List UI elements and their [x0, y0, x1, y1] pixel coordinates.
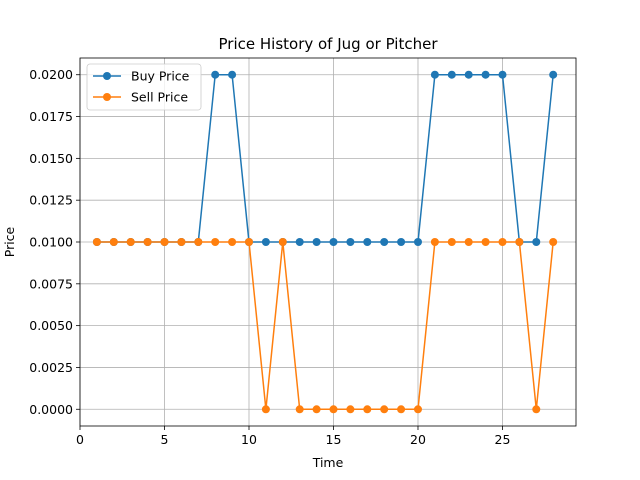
y-tick-label: 0.0075 [29, 276, 73, 291]
data-point [228, 70, 237, 79]
data-point [498, 238, 507, 246]
data-point [380, 238, 389, 246]
data-point [363, 238, 372, 246]
y-tick-label: 0.0050 [29, 318, 73, 333]
data-point [481, 70, 490, 79]
data-point [430, 70, 439, 79]
y-tick-label: 0.0175 [29, 109, 73, 124]
data-point [177, 238, 186, 246]
data-point [295, 238, 304, 246]
data-point [143, 238, 152, 246]
data-point [549, 238, 558, 246]
data-point [397, 405, 406, 414]
data-point [532, 405, 541, 414]
x-axis-label: Time [312, 455, 344, 470]
series-group [92, 70, 558, 414]
data-point [295, 405, 304, 414]
data-point [278, 238, 287, 246]
legend-marker [103, 93, 111, 101]
data-point [430, 238, 439, 246]
data-point [380, 405, 389, 414]
data-point [397, 238, 406, 246]
y-tick-label: 0.0200 [29, 67, 73, 82]
data-point [126, 238, 135, 246]
data-point [363, 405, 372, 414]
data-point [413, 238, 422, 246]
y-axis-ticks: 0.0000 0.0025 0.0050 0.0075 0.0100 0.0125 0.01… [29, 67, 80, 417]
series-sell-price [92, 238, 558, 414]
legend-marker [103, 72, 111, 80]
y-tick-label: 0.0125 [29, 193, 73, 208]
x-tick-label: 0 [76, 432, 84, 447]
y-tick-label: 0.0025 [29, 360, 73, 375]
data-point [532, 238, 541, 246]
data-point [194, 238, 203, 246]
data-point [464, 238, 473, 246]
x-tick-label: 5 [161, 432, 169, 447]
data-point [481, 238, 490, 246]
data-point [515, 238, 524, 246]
data-point [92, 238, 101, 246]
x-tick-label: 10 [241, 432, 257, 447]
data-point [261, 238, 270, 246]
y-tick-label: 0.0150 [29, 151, 73, 166]
data-point [329, 405, 338, 414]
x-axis-ticks: 0 5 10 15 20 25 [76, 426, 510, 447]
x-tick-label: 20 [410, 432, 426, 447]
legend: Buy Price Sell Price [86, 63, 202, 111]
chart-title: Price History of Jug or Pitcher [219, 35, 439, 53]
data-point [312, 405, 321, 414]
data-point [329, 238, 338, 246]
data-point [549, 70, 558, 79]
series-line [96, 241, 554, 411]
data-point [160, 238, 169, 246]
data-point [346, 405, 355, 414]
legend-label: Sell Price [131, 90, 188, 105]
data-point [464, 70, 473, 79]
data-point [346, 238, 355, 246]
x-tick-label: 25 [495, 432, 511, 447]
data-point [447, 70, 456, 79]
y-axis-label: Price [2, 226, 17, 257]
x-tick-label: 15 [326, 432, 342, 447]
legend-label: Buy Price [131, 69, 190, 84]
data-point [447, 238, 456, 246]
data-point [244, 238, 253, 246]
data-point [261, 405, 270, 414]
data-point [498, 70, 507, 79]
data-point [109, 238, 118, 246]
data-point [312, 238, 321, 246]
data-point [211, 70, 220, 79]
y-tick-label: 0.0100 [29, 235, 73, 250]
data-point [211, 238, 220, 246]
y-tick-label: 0.0000 [29, 402, 73, 417]
data-point [413, 405, 422, 414]
data-point [228, 238, 237, 246]
